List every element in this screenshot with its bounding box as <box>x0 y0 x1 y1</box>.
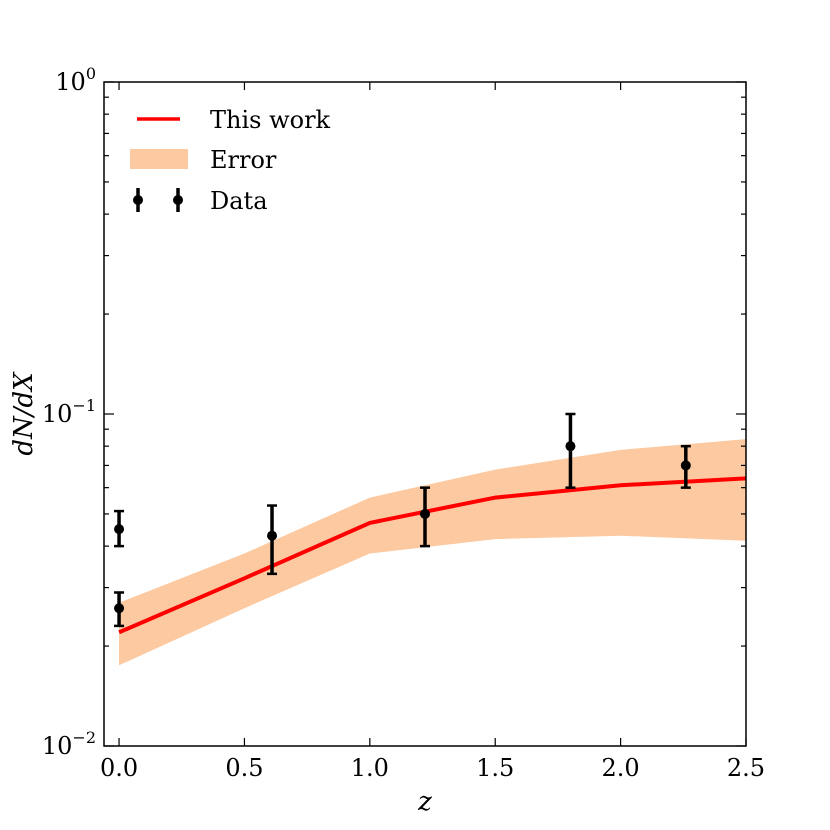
x-tick-label: 0.5 <box>225 754 263 782</box>
y-axis-label: dN/dX <box>9 371 39 456</box>
x-axis-label: z <box>417 787 432 817</box>
legend-marker <box>133 195 143 205</box>
data-point <box>114 591 125 628</box>
x-tick-label: 2.0 <box>602 754 640 782</box>
y-tick-label: 100 <box>55 64 96 96</box>
data-point <box>565 412 576 489</box>
legend-errorbar-swatch <box>133 188 183 212</box>
legend-marker <box>173 195 183 205</box>
data-point <box>680 444 691 489</box>
data-point <box>420 486 430 548</box>
legend-label-this-work: This work <box>210 106 331 134</box>
data-marker <box>114 603 125 614</box>
x-ticks: 0.0 0.5 1.0 1.5 2.0 2.5 <box>100 82 765 782</box>
data-point <box>267 504 278 576</box>
x-tick-label: 0.0 <box>100 754 138 782</box>
legend-label-error: Error <box>210 146 277 174</box>
legend: This work Error Data <box>130 106 331 215</box>
y-tick-label: 10−1 <box>42 396 96 428</box>
y-ticks: 100 10−1 10−2 <box>42 64 746 760</box>
plot-frame <box>103 81 747 747</box>
y-tick-label: 10−2 <box>42 728 96 760</box>
legend-label-data: Data <box>210 187 268 215</box>
data-marker <box>267 530 278 541</box>
data-points <box>114 412 691 628</box>
data-marker <box>565 441 576 452</box>
legend-band-swatch <box>130 149 188 169</box>
data-marker <box>420 508 430 519</box>
error-band <box>119 439 746 666</box>
data-marker <box>114 524 125 535</box>
data-marker <box>680 460 691 471</box>
x-tick-label: 1.5 <box>476 754 514 782</box>
data-point <box>114 509 125 548</box>
x-tick-label: 2.5 <box>727 754 765 782</box>
this-work-line <box>118 476 747 635</box>
x-tick-label: 1.0 <box>351 754 389 782</box>
